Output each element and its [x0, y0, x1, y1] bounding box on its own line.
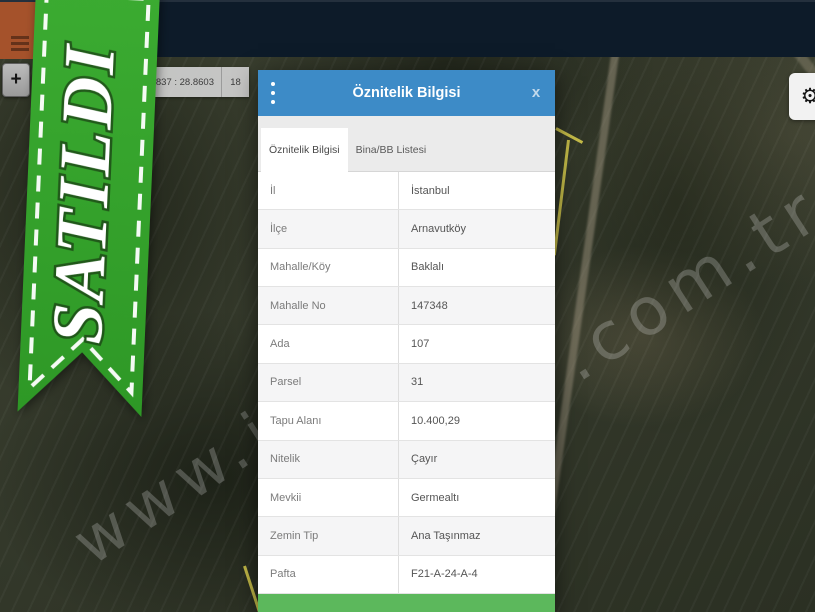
settings-button[interactable]: ⚙ [789, 73, 815, 120]
table-row: Zemin Tip Ana Taşınmaz [258, 517, 555, 556]
sold-ribbon: SATILDI [17, 0, 160, 418]
attribute-info-modal: Öznitelik Bilgisi x Öznitelik Bilgisi Bi… [258, 70, 555, 612]
row-value: 107 [398, 325, 555, 363]
row-value: 31 [398, 363, 555, 402]
table-row: Mahalle No 147348 [258, 287, 555, 326]
tab-oznitelik-bilgisi[interactable]: Öznitelik Bilgisi [261, 128, 348, 172]
row-label: Mahalle No [270, 299, 326, 312]
modal-header: Öznitelik Bilgisi x [258, 70, 555, 116]
row-value: Arnavutköy [398, 210, 555, 248]
row-label: Tapu Alanı [270, 414, 322, 427]
modal-tabbar: Öznitelik Bilgisi Bina/BB Listesi [258, 116, 555, 172]
attribute-table: İl İstanbul İlçe Arnavutköy Mahalle/Köy Bakla… [258, 172, 555, 594]
table-row: İl İstanbul [258, 172, 555, 211]
row-label: İlçe [270, 223, 288, 236]
row-value: 147348 [398, 287, 555, 325]
row-label: Nitelik [270, 453, 300, 466]
modal-title: Öznitelik Bilgisi [352, 85, 461, 101]
row-value: Ana Taşınmaz [398, 517, 555, 555]
table-row: Pafta F21-A-24-A-4 [258, 555, 555, 594]
row-label: Ada [270, 338, 290, 351]
tab-bina-bb-listesi[interactable]: Bina/BB Listesi [348, 128, 435, 172]
table-row: Nitelik Çayır [258, 440, 555, 479]
row-value: 10.400,29 [398, 402, 555, 440]
row-label: Parsel [270, 376, 302, 389]
coordinates-value: 41.2837 : 28.8603 [118, 67, 222, 97]
parcel-boundary-line [552, 139, 570, 256]
row-label: Mevkii [270, 491, 302, 504]
ribbon-dashed-border [27, 0, 151, 398]
ribbon-label: SATILDI [37, 41, 130, 345]
row-value: Baklalı [398, 248, 555, 287]
row-value: İstanbul [398, 172, 555, 210]
row-value: Germealtı [398, 478, 555, 517]
close-icon[interactable]: x [527, 83, 545, 103]
hamburger-icon [11, 42, 29, 45]
row-label: Mahalle/Köy [270, 261, 331, 274]
row-value: F21-A-24-A-4 [398, 555, 555, 593]
zoom-level-value: 18 [230, 76, 241, 88]
ribbon-shape [17, 0, 160, 418]
row-label: Zemin Tip [270, 529, 319, 542]
table-row: Tapu Alanı 10.400,29 [258, 402, 555, 441]
row-label: Pafta [270, 568, 296, 581]
kebab-menu-button[interactable] [271, 82, 287, 104]
table-row: Mevkii Germealtı [258, 478, 555, 518]
modal-footer-button[interactable] [258, 594, 555, 612]
gear-icon: ⚙ [800, 84, 815, 108]
table-row: Mahalle/Köy Baklalı [258, 248, 555, 288]
table-row: Ada 107 [258, 325, 555, 364]
row-label: İl [270, 184, 276, 197]
table-row: İlçe Arnavutköy [258, 210, 555, 249]
row-value: Çayır [398, 440, 555, 478]
zoom-in-button[interactable]: + [2, 63, 30, 97]
table-row: Parsel 31 [258, 363, 555, 403]
